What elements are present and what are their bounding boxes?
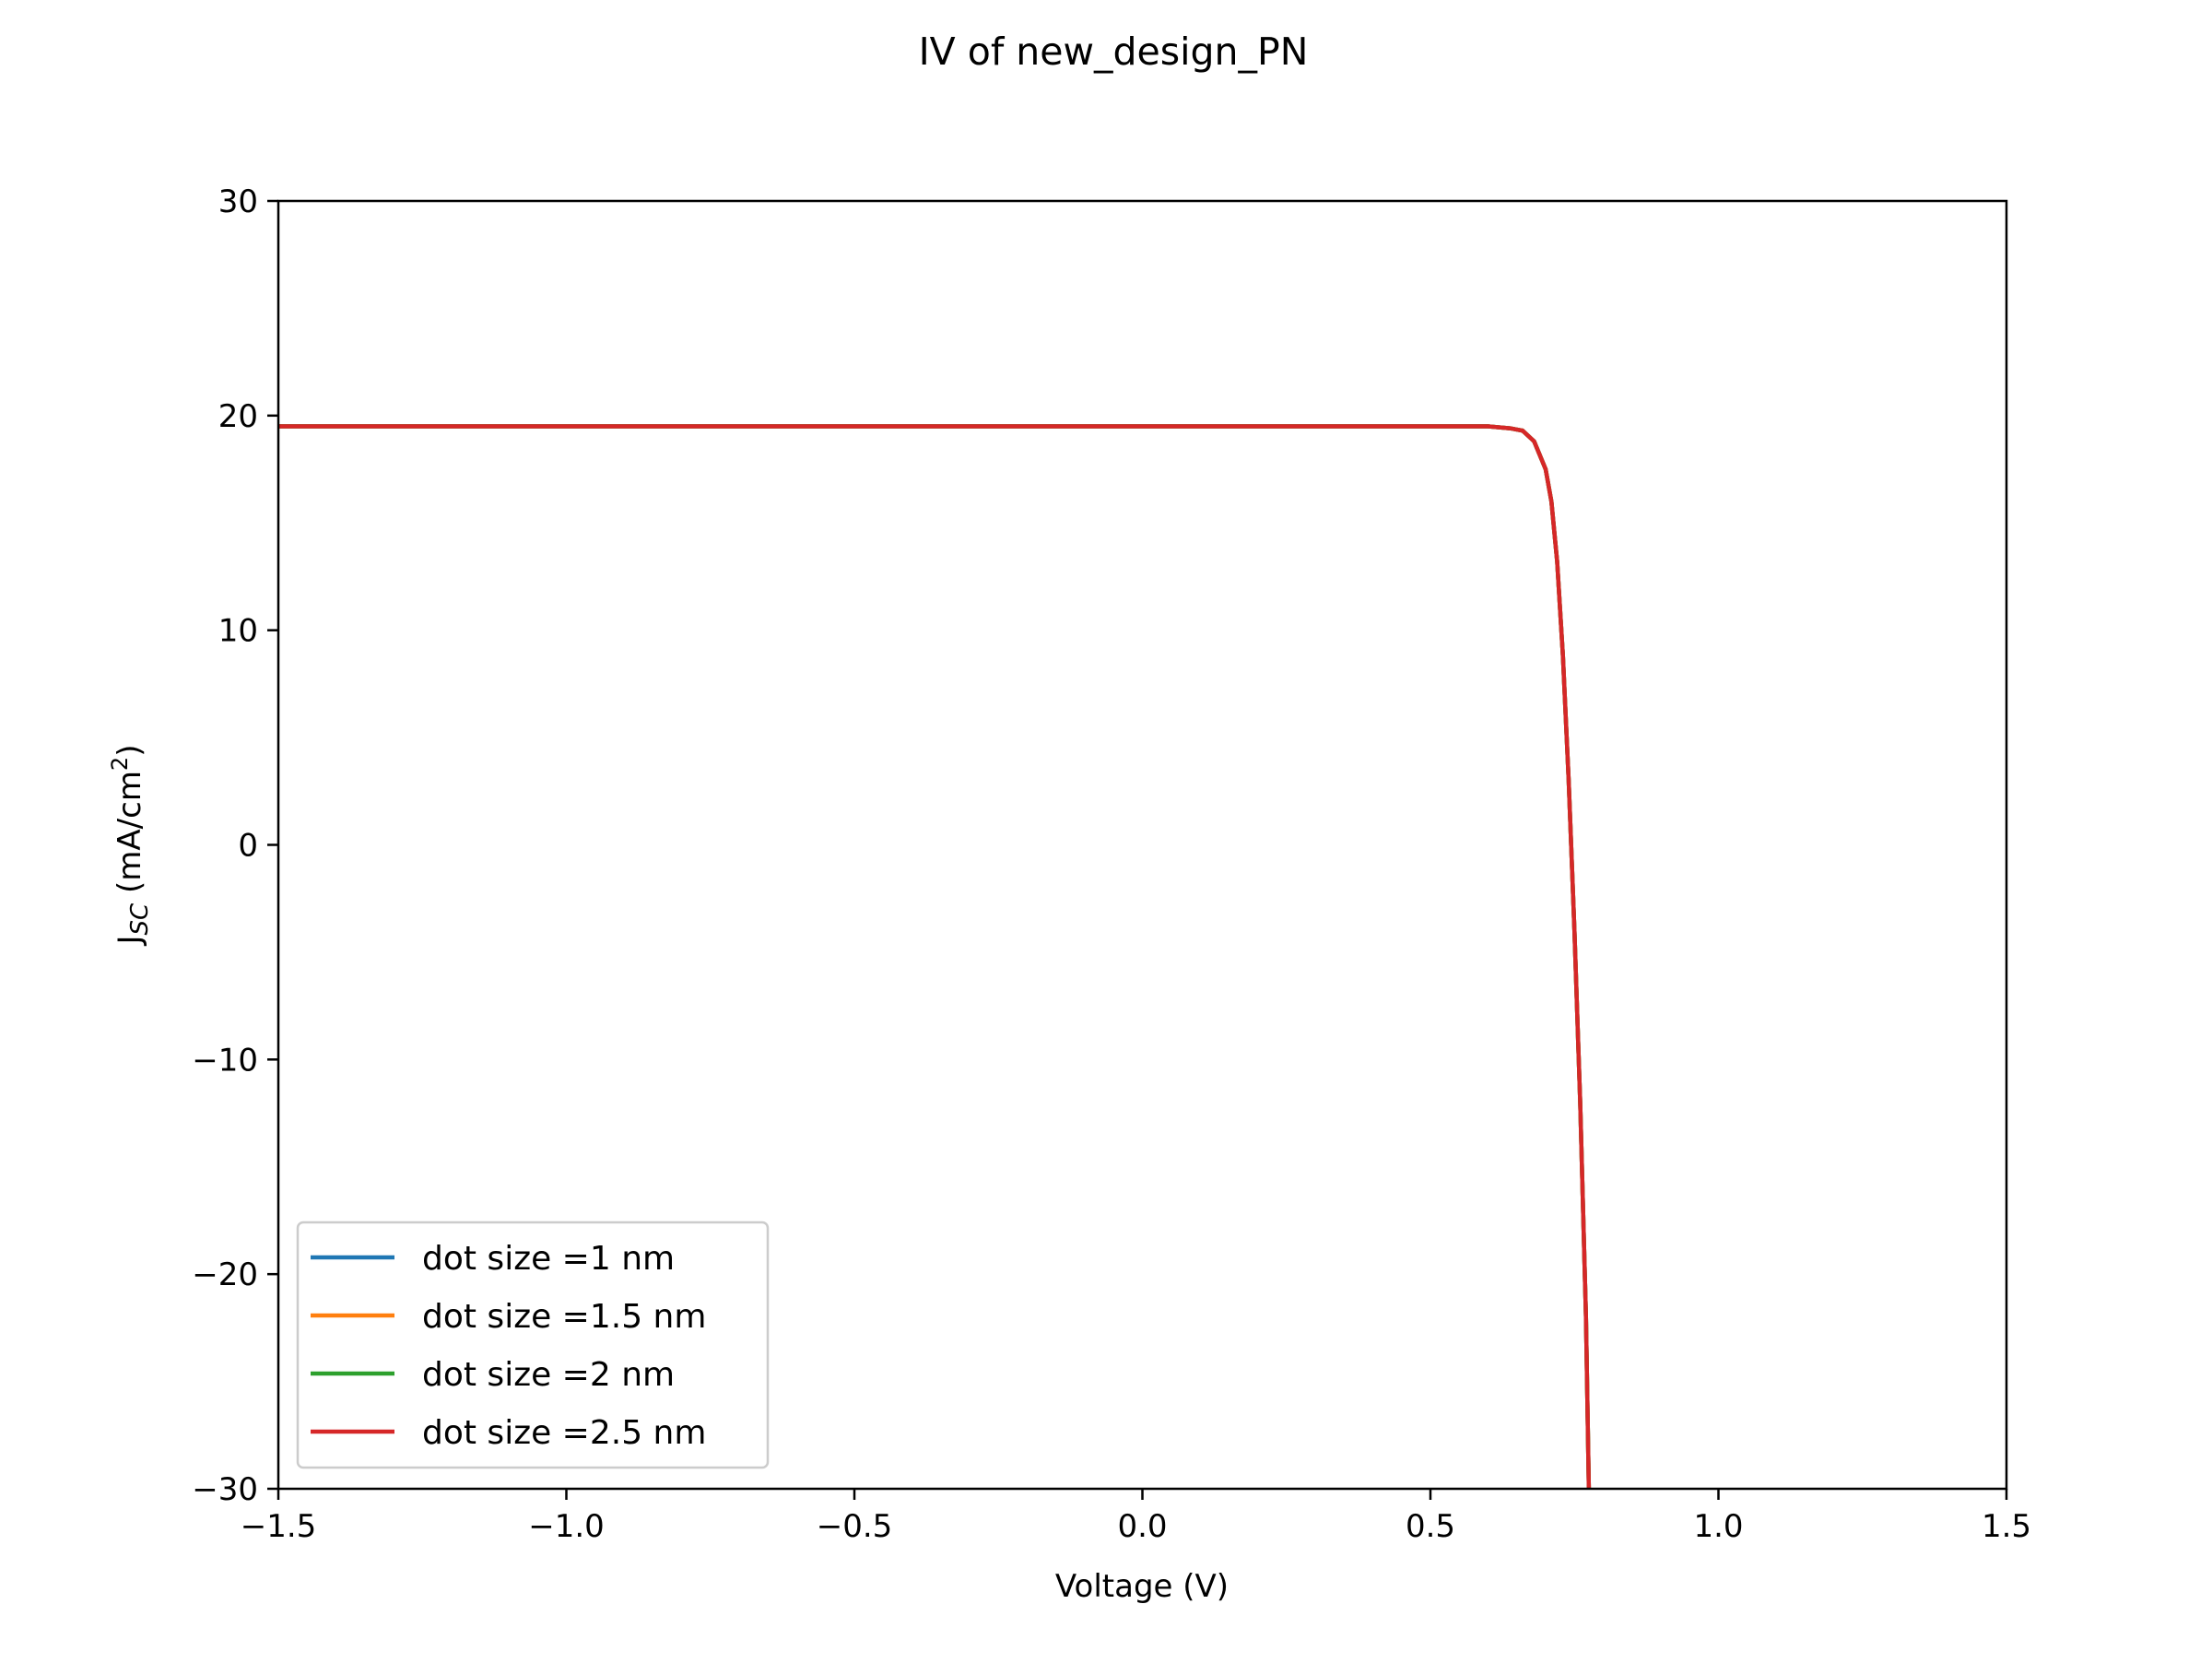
x-tick-label: 1.0 xyxy=(1693,1508,1743,1545)
y-tick-label: 30 xyxy=(218,183,258,220)
legend-label-1: dot size =1 nm xyxy=(422,1240,675,1278)
y-axis-label-main: J xyxy=(112,935,148,946)
x-axis-label: Voltage (V) xyxy=(1055,1568,1229,1605)
x-tick-label: −1.0 xyxy=(528,1508,605,1545)
y-axis-label: JSC (mA/cm2) xyxy=(107,745,154,947)
y-tick-label: −20 xyxy=(192,1256,258,1293)
y-axis-label-units: (mA/cm xyxy=(112,771,148,903)
y-axis-label-superscript: 2 xyxy=(107,757,133,771)
legend-entries: dot size =1 nm dot size =1.5 nm dot size =… xyxy=(311,1240,706,1452)
legend-label-2: dot size =1.5 nm xyxy=(422,1298,706,1336)
legend-label-3: dot size =2 nm xyxy=(422,1356,675,1394)
y-axis-label-units-close: ) xyxy=(112,745,148,757)
x-tick-label: 0.5 xyxy=(1406,1508,1455,1545)
y-tick-label: 10 xyxy=(218,613,258,650)
y-tick-label: −30 xyxy=(192,1471,258,1508)
legend: dot size =1 nm dot size =1.5 nm dot size =… xyxy=(296,1221,770,1469)
x-axis: −1.5 −1.0 −0.5 0.0 0.5 1.0 1.5 xyxy=(241,1489,2031,1545)
x-tick-label: 0.0 xyxy=(1117,1508,1167,1545)
chart-title: IV of new_design_PN xyxy=(919,29,1309,74)
y-axis-label-subscript: SC xyxy=(126,902,154,936)
y-tick-label: 0 xyxy=(238,828,258,865)
legend-label-4: dot size =2.5 nm xyxy=(422,1414,706,1452)
x-tick-label: −0.5 xyxy=(817,1508,893,1545)
y-tick-label: −10 xyxy=(192,1042,258,1079)
legend-frame xyxy=(296,1221,770,1469)
series-layer xyxy=(278,424,1592,1489)
y-axis: 30 20 10 0 −10 −20 −30 xyxy=(192,183,278,1508)
series-line-4 xyxy=(278,424,1592,1489)
y-tick-label: 20 xyxy=(218,398,258,435)
x-tick-label: 1.5 xyxy=(1982,1508,2031,1545)
x-tick-label: −1.5 xyxy=(241,1508,317,1545)
